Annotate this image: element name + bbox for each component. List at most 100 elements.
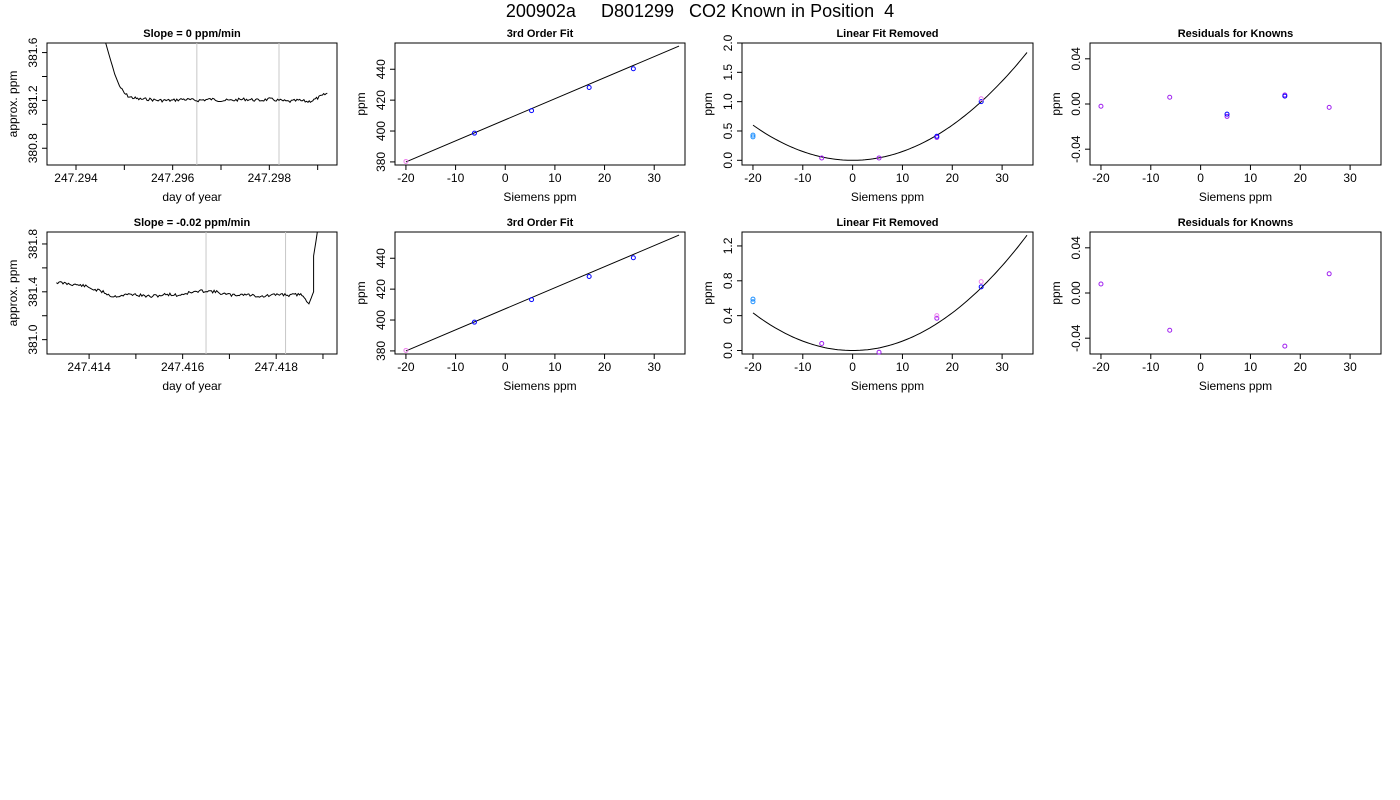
y-tick-label: 440 bbox=[374, 248, 388, 268]
x-tick-label: 0 bbox=[1197, 360, 1204, 374]
y-tick-label: 380.8 bbox=[26, 133, 40, 163]
x-tick-label: 247.294 bbox=[54, 171, 98, 185]
plot-area bbox=[405, 234, 680, 352]
x-axis-label: Siemens ppm bbox=[503, 379, 576, 393]
x-tick-label: 10 bbox=[896, 360, 910, 374]
chart-panel-8: Residuals for Knowns -20 -10 0 10 20 30 Siemens… bbox=[1049, 217, 1382, 393]
y-tick-label: 420 bbox=[374, 279, 388, 299]
x-tick-label: 20 bbox=[946, 360, 960, 374]
data-point bbox=[934, 315, 940, 321]
y-tick-label: 0.04 bbox=[1069, 236, 1083, 260]
data-point bbox=[978, 284, 984, 290]
x-tick-label: -10 bbox=[447, 360, 465, 374]
x-tick-label: 20 bbox=[1294, 171, 1308, 185]
y-tick-label: 400 bbox=[374, 121, 388, 141]
y-tick-label: 2.0 bbox=[721, 34, 735, 51]
chart-panel-7: Linear Fit Removed -20 -10 0 10 20 30 Siemens p… bbox=[701, 217, 1034, 393]
x-tick-label: 10 bbox=[1244, 360, 1258, 374]
data-point bbox=[529, 108, 535, 114]
data-point bbox=[750, 299, 756, 305]
x-tick-label: 20 bbox=[946, 171, 960, 185]
x-tick-label: 30 bbox=[648, 360, 662, 374]
data-point bbox=[934, 313, 940, 319]
plot-frame bbox=[46, 231, 338, 355]
chart-title: Residuals for Knowns bbox=[1178, 217, 1294, 229]
x-tick-label: -20 bbox=[397, 360, 415, 374]
x-tick-label: 30 bbox=[648, 171, 662, 185]
y-tick-label: 440 bbox=[374, 59, 388, 79]
data-point bbox=[630, 66, 636, 72]
chart-title: Residuals for Knowns bbox=[1178, 28, 1294, 40]
x-tick-label: 0 bbox=[849, 171, 856, 185]
data-point bbox=[934, 133, 940, 139]
data-point bbox=[1224, 113, 1230, 119]
y-axis-label: ppm bbox=[1049, 92, 1063, 115]
data-point bbox=[750, 134, 756, 140]
data-point bbox=[1098, 281, 1104, 287]
y-axis-label: approx. ppm bbox=[6, 260, 20, 327]
y-tick-label: 400 bbox=[374, 310, 388, 330]
x-tick-label: -10 bbox=[794, 360, 812, 374]
x-tick-label: 30 bbox=[995, 360, 1009, 374]
chart-title: Slope = 0 ppm/min bbox=[143, 28, 241, 40]
data-point bbox=[1167, 327, 1173, 333]
x-tick-label: 30 bbox=[1343, 171, 1357, 185]
fit-curve bbox=[752, 52, 1028, 161]
plot-frame bbox=[741, 231, 1034, 355]
data-point bbox=[1282, 93, 1288, 99]
plot-frame bbox=[46, 42, 338, 166]
y-axis-label: ppm bbox=[701, 281, 715, 304]
x-axis-label: Siemens ppm bbox=[851, 190, 924, 204]
chart-panel-2: 3rd Order Fit -20 -10 0 10 20 30 Siemens ppm 380… bbox=[354, 28, 686, 204]
x-tick-label: -10 bbox=[794, 171, 812, 185]
x-tick-label: 10 bbox=[896, 171, 910, 185]
data-point bbox=[471, 130, 477, 136]
data-point bbox=[1167, 94, 1173, 100]
y-tick-label: 0.5 bbox=[721, 122, 735, 139]
fit-line bbox=[405, 45, 680, 163]
x-axis-label: Siemens ppm bbox=[503, 190, 576, 204]
x-tick-label: 20 bbox=[1294, 360, 1308, 374]
data-point bbox=[1098, 103, 1104, 109]
x-tick-label: 30 bbox=[1343, 360, 1357, 374]
fit-curve bbox=[752, 234, 1028, 351]
x-axis-label: Siemens ppm bbox=[851, 379, 924, 393]
x-tick-label: 247.296 bbox=[151, 171, 195, 185]
y-tick-label: 0.8 bbox=[721, 272, 735, 289]
x-tick-label: 10 bbox=[548, 360, 562, 374]
data-point bbox=[586, 273, 592, 279]
data-point bbox=[403, 347, 409, 353]
data-point bbox=[1326, 104, 1332, 110]
data-point bbox=[1326, 271, 1332, 277]
x-tick-label: -20 bbox=[744, 171, 762, 185]
y-tick-label: 0.0 bbox=[721, 342, 735, 359]
plot-frame bbox=[1089, 42, 1382, 166]
x-tick-label: -20 bbox=[397, 171, 415, 185]
x-tick-label: 20 bbox=[598, 171, 612, 185]
plot-frame bbox=[394, 231, 686, 355]
data-point bbox=[876, 349, 882, 355]
data-point bbox=[403, 158, 409, 164]
data-point bbox=[750, 132, 756, 138]
data-point bbox=[471, 319, 477, 325]
y-tick-label: 1.5 bbox=[721, 64, 735, 81]
chart-title: 3rd Order Fit bbox=[507, 217, 574, 229]
y-tick-label: 420 bbox=[374, 90, 388, 110]
x-tick-label: 247.416 bbox=[161, 360, 205, 374]
x-axis-label: day of year bbox=[162, 190, 221, 204]
page-title: 200902a D801299 CO2 Known in Position 4 bbox=[505, 1, 895, 21]
y-tick-label: -0.04 bbox=[1069, 135, 1083, 163]
data-trace bbox=[56, 232, 318, 305]
x-tick-label: -10 bbox=[447, 171, 465, 185]
plot-area bbox=[752, 52, 1028, 161]
plot-frame bbox=[1089, 231, 1382, 355]
y-tick-label: 381.8 bbox=[26, 229, 40, 259]
x-tick-label: 20 bbox=[598, 360, 612, 374]
y-axis-label: ppm bbox=[354, 92, 368, 115]
y-tick-label: 381.6 bbox=[26, 37, 40, 67]
data-point bbox=[750, 296, 756, 302]
y-tick-label: -0.04 bbox=[1069, 324, 1083, 352]
y-tick-label: 1.0 bbox=[721, 93, 735, 110]
y-tick-label: 381.4 bbox=[26, 276, 40, 306]
